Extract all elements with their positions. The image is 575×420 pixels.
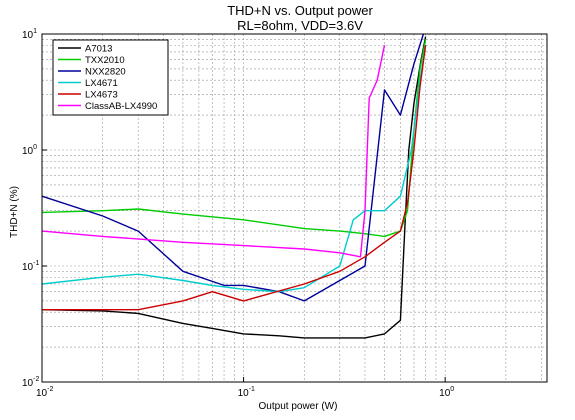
legend-label: NXX2820 [85,67,126,78]
legend-label: LX4671 [85,78,118,89]
series-line-a7013 [41,36,427,339]
legend-box [52,39,169,116]
x-tick-label: 10-1 [238,386,255,399]
chart-subtitle: RL=8ohm, VDD=3.6V [237,18,363,33]
chart-title: THD+N vs. Output power [227,3,373,18]
series-line-lx4671 [41,45,427,293]
series-line-classab-lx4990 [41,45,386,258]
tick-labels: 10-2 10-1 100 10-2 10-1 100 101 [22,28,454,399]
y-tick-label: 101 [22,28,37,41]
series-lines [41,33,427,339]
series-line-lx4673 [42,45,427,311]
y-tick-label: 10-2 [22,376,39,389]
x-tick-label: 100 [439,386,454,399]
legend: A7013TXX2010NXX2820LX4671LX4673ClassAB-L… [52,39,169,116]
y-tick-label: 100 [22,144,37,157]
y-tick-label: 10-1 [22,260,39,273]
x-tick-label: 10-2 [36,386,53,399]
plot-border [41,33,548,383]
y-axis-label: THD+N (%) [9,186,20,238]
x-axis-label: Output power (W) [259,401,338,412]
series-line-nxx2820 [41,33,425,302]
legend-label: ClassAB-LX4990 [85,101,157,112]
legend-label: A7013 [85,44,112,55]
legend-label: TXX2010 [85,55,125,66]
plot-frame [41,33,548,383]
legend-label: LX4673 [85,90,118,101]
